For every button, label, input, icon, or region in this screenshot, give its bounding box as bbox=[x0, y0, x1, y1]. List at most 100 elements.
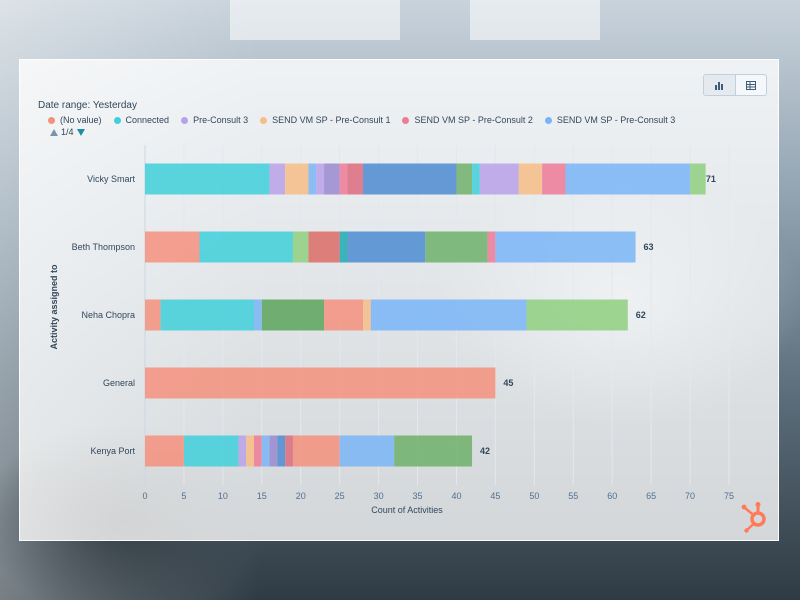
x-tick-label: 45 bbox=[490, 491, 500, 501]
y-axis-title: Activity assigned to bbox=[49, 264, 59, 350]
bar-segment bbox=[370, 299, 527, 331]
bar-segment bbox=[145, 435, 184, 467]
bar-segment bbox=[145, 231, 200, 263]
bar-segment bbox=[183, 435, 239, 467]
legend-page-indicator: 1/4 bbox=[61, 127, 74, 137]
bar-segment bbox=[269, 435, 278, 467]
bar-segment bbox=[324, 163, 340, 195]
legend-swatch bbox=[113, 116, 121, 124]
bar-segment bbox=[339, 435, 395, 467]
legend-item[interactable]: Pre-Consult 3 bbox=[181, 115, 248, 125]
x-tick-label: 25 bbox=[335, 491, 345, 501]
legend-label: SEND VM SP - Pre-Consult 1 bbox=[272, 115, 391, 125]
category-label: General bbox=[103, 378, 135, 388]
x-tick-label: 5 bbox=[181, 491, 186, 501]
x-tick-label: 60 bbox=[607, 491, 617, 501]
x-tick-label: 75 bbox=[724, 491, 734, 501]
bar-segment bbox=[347, 231, 426, 263]
bar-total-label: 45 bbox=[503, 378, 513, 388]
bar-segment bbox=[238, 435, 247, 467]
legend-item[interactable]: SEND VM SP - Pre-Consult 3 bbox=[544, 115, 676, 125]
category-label: Neha Chopra bbox=[81, 310, 135, 320]
legend-item[interactable]: SEND VM SP - Pre-Consult 1 bbox=[260, 115, 390, 125]
bar-total-label: 62 bbox=[636, 310, 646, 320]
chart-legend: (No value) Connected Pre-Consult 3 SEND VM … bbox=[48, 114, 687, 126]
bar-segment bbox=[261, 299, 325, 331]
bar-segment bbox=[145, 299, 161, 331]
x-tick-label: 55 bbox=[568, 491, 578, 501]
bar-segment bbox=[518, 163, 543, 195]
bar-segment bbox=[269, 163, 286, 195]
bar-segment bbox=[246, 435, 255, 467]
legend-item[interactable]: SEND VM SP - Pre-Consult 2 bbox=[402, 115, 533, 125]
x-tick-label: 30 bbox=[374, 491, 384, 501]
bar-segment bbox=[277, 435, 286, 467]
bar-segment bbox=[565, 163, 691, 195]
bar-segment bbox=[487, 231, 496, 263]
bar-total-label: 42 bbox=[480, 446, 490, 456]
bar-segment bbox=[308, 163, 317, 195]
x-tick-label: 10 bbox=[218, 491, 228, 501]
legend-next-button[interactable] bbox=[76, 128, 85, 136]
bar-segment bbox=[145, 163, 270, 195]
category-label: Beth Thompson bbox=[72, 242, 135, 252]
x-tick-label: 50 bbox=[529, 491, 539, 501]
legend-swatch bbox=[402, 116, 410, 124]
x-tick-label: 65 bbox=[646, 491, 656, 501]
bar-segment bbox=[145, 367, 496, 399]
bar-segment bbox=[479, 163, 519, 195]
bar-segment bbox=[261, 435, 270, 467]
table-icon bbox=[745, 80, 756, 90]
category-label: Vicky Smart bbox=[87, 174, 135, 184]
view-toggle bbox=[703, 74, 767, 96]
bar-total-label: 71 bbox=[706, 174, 716, 184]
x-tick-label: 40 bbox=[451, 491, 461, 501]
bar-segment bbox=[199, 231, 293, 263]
legend-swatch bbox=[544, 116, 552, 124]
bar-segment bbox=[339, 231, 348, 263]
bar-segment bbox=[347, 163, 364, 195]
x-tick-label: 35 bbox=[413, 491, 423, 501]
bar-chart-view-button[interactable] bbox=[704, 75, 736, 95]
legend-label: (No value) bbox=[60, 115, 102, 125]
bar-segment bbox=[254, 299, 262, 331]
x-tick-label: 20 bbox=[296, 491, 306, 501]
bar-segment bbox=[254, 435, 262, 467]
legend-item[interactable]: Connected bbox=[113, 115, 170, 125]
table-view-button[interactable] bbox=[736, 75, 767, 95]
date-range-label: Date range: Yesterday bbox=[38, 100, 137, 111]
bar-segment bbox=[308, 231, 340, 263]
legend-label: SEND VM SP - Pre-Consult 3 bbox=[556, 115, 676, 125]
bar-segment bbox=[472, 163, 480, 195]
bar-segment bbox=[363, 163, 457, 195]
legend-item[interactable]: (No value) bbox=[48, 115, 102, 125]
bar-segment bbox=[316, 163, 325, 195]
bar-segment bbox=[495, 231, 636, 263]
bar-segment bbox=[339, 163, 348, 195]
bar-segment bbox=[292, 435, 340, 467]
x-tick-label: 70 bbox=[685, 491, 695, 501]
legend-label: Pre-Consult 3 bbox=[193, 115, 249, 125]
bar-segment bbox=[542, 163, 566, 195]
legend-swatch bbox=[260, 116, 268, 124]
legend-label: SEND VM SP - Pre-Consult 2 bbox=[414, 115, 533, 125]
bar-segment bbox=[160, 299, 255, 331]
bar-segment bbox=[285, 163, 309, 195]
background-window-light bbox=[230, 0, 400, 40]
bar-segment bbox=[363, 299, 371, 331]
bar-segment bbox=[394, 435, 473, 467]
legend-prev-button[interactable] bbox=[50, 128, 58, 136]
bar-segment bbox=[324, 299, 364, 331]
legend-swatch bbox=[181, 116, 189, 124]
x-axis-title: Count of Activities bbox=[371, 505, 443, 515]
bar-total-label: 63 bbox=[644, 242, 654, 252]
background-window-light bbox=[470, 0, 600, 40]
bar-segment bbox=[425, 231, 488, 263]
legend-label: Connected bbox=[125, 115, 170, 125]
bar-segment bbox=[292, 231, 309, 263]
x-tick-label: 0 bbox=[142, 491, 147, 501]
bar-segment bbox=[690, 163, 706, 195]
category-label: Kenya Port bbox=[90, 446, 135, 456]
hubspot-logo-icon bbox=[741, 502, 766, 533]
